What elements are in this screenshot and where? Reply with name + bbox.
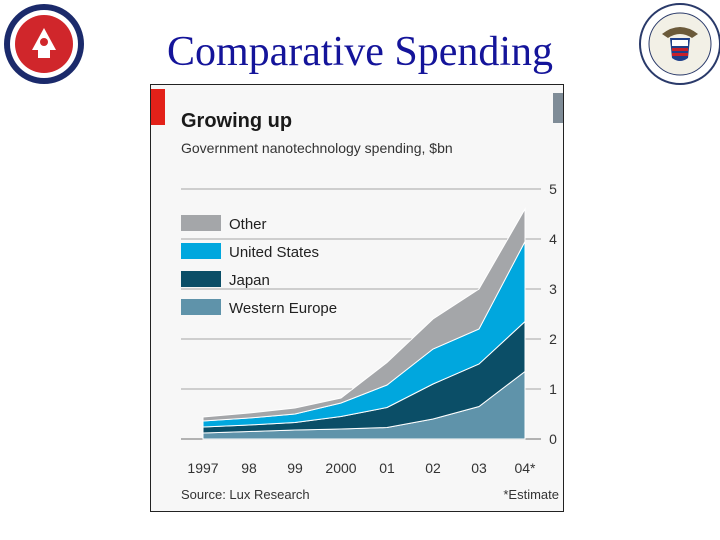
legend-label-western-europe: Western Europe [229,300,337,317]
legend-swatch-united-states [181,243,221,259]
chart-title: Growing up [181,110,292,132]
legend-swatch-western-europe [181,299,221,315]
x-tick-label-03: 03 [471,460,487,476]
x-tick-label-1997: 1997 [187,460,218,476]
y-tick-label-0: 0 [549,431,557,447]
x-tick-label-2000: 2000 [325,460,356,476]
y-tick-label-2: 2 [549,331,557,347]
legend-label-japan: Japan [229,272,270,289]
x-tick-label-04est: 04* [514,460,536,476]
x-tick-label-02: 02 [425,460,441,476]
chart-panel: Growing up Government nanotechnology spe… [150,84,564,512]
chart-source: Source: Lux Research [181,487,310,502]
legend-swatch-other [181,215,221,231]
slide-title: Comparative Spending [166,29,554,75]
stacked-area-chart: Growing up Government nanotechnology spe… [151,89,563,502]
y-tick-label-4: 4 [549,231,557,247]
y-tick-label-5: 5 [549,181,557,197]
chart-number-badge [553,93,563,123]
legend-label-united-states: United States [229,244,319,261]
x-tick-label-99: 99 [287,460,303,476]
x-tick-label-98: 98 [241,460,257,476]
legend-swatch-japan [181,271,221,287]
y-tick-label-3: 3 [549,281,557,297]
area-series-other [202,207,526,422]
right-seal-logo [639,3,720,85]
chart-subtitle: Government nanotechnology spending, $bn [181,140,453,156]
left-seal-logo [4,4,84,84]
y-tick-label-1: 1 [549,381,557,397]
accent-bar [151,89,165,125]
x-tick-label-01: 01 [379,460,395,476]
legend-label-other: Other [229,216,267,233]
chart-note: *Estimate [503,487,559,502]
